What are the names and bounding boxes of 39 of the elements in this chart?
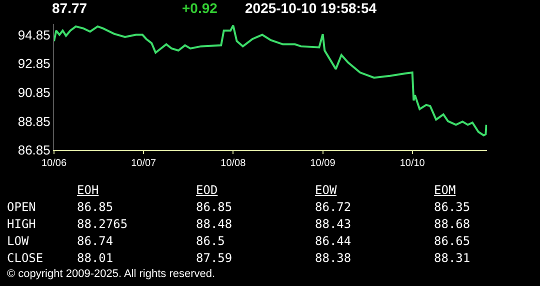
- text: 87.77: [52, 0, 88, 16]
- y-tick-label: 94.85: [18, 27, 50, 42]
- x-tick-label: 10/06: [41, 158, 67, 169]
- text: CLOSE: [7, 251, 44, 265]
- text: 88.43: [315, 217, 352, 231]
- text: HIGH: [7, 217, 36, 231]
- text: 88.2765: [77, 217, 128, 231]
- text: 88.68: [434, 217, 470, 231]
- text: 88.38: [315, 251, 352, 265]
- text: © copyright 2009-2025. All rights reserved.: [7, 268, 216, 280]
- y-tick-label: 92.85: [18, 56, 50, 72]
- text: 2025-10-10 19:58:54: [245, 0, 377, 16]
- text: 86.74: [77, 234, 114, 248]
- text: 88.31: [434, 251, 470, 265]
- text: 86.85: [196, 200, 232, 214]
- text: 86.5: [196, 234, 225, 248]
- text: OPEN: [7, 200, 36, 214]
- text: 86.44: [315, 234, 352, 248]
- text: 86.72: [315, 200, 352, 214]
- text: 87.59: [196, 251, 232, 265]
- text: 86.85: [77, 200, 114, 214]
- line-series: [54, 24, 487, 136]
- text: 88.01: [77, 251, 114, 265]
- y-tick-label: 86.85: [18, 142, 50, 158]
- x-tick-label: 10/07: [131, 158, 157, 169]
- y-tick-label: 88.85: [18, 114, 50, 129]
- x-tick-label: 10/09: [310, 158, 336, 169]
- text: 86.65: [434, 234, 470, 248]
- text: +0.92: [182, 0, 218, 16]
- text: 88.48: [196, 217, 232, 231]
- x-tick-label: 10/08: [220, 158, 246, 169]
- text: EOM: [434, 183, 456, 197]
- text: EOD: [196, 183, 218, 197]
- text: EOH: [77, 183, 99, 197]
- x-tick-label: 10/10: [400, 158, 426, 169]
- text: EOW: [315, 183, 337, 197]
- y-tick-label: 90.85: [18, 84, 50, 100]
- text: 86.35: [434, 200, 470, 214]
- text: LOW: [7, 234, 29, 248]
